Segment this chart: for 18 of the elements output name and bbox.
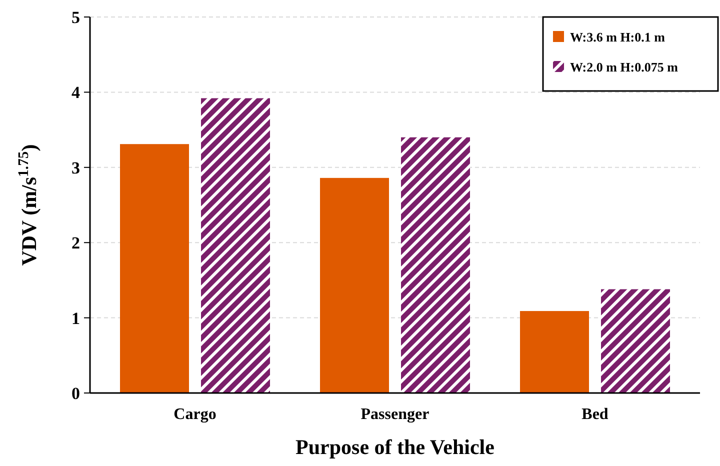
legend-label: W:2.0 m H:0.075 m: [570, 60, 678, 75]
bar: [601, 289, 670, 393]
y-tick-label: 5: [72, 8, 80, 27]
x-tick-label: Cargo: [174, 406, 216, 423]
y-tick-label: 0: [72, 384, 80, 403]
y-tick-label: 2: [72, 234, 80, 253]
bar: [520, 311, 589, 393]
y-tick-label: 1: [72, 308, 80, 328]
bar: [320, 178, 389, 393]
bar: [201, 98, 270, 393]
x-axis-title: Purpose of the Vehicle: [296, 435, 494, 459]
y-tick-label: 4: [72, 83, 80, 102]
bar: [120, 144, 189, 393]
x-tick-label: Passenger: [360, 406, 430, 423]
x-tick-label: Bed: [582, 406, 608, 423]
legend-label: W:3.6 m H:0.1 m: [570, 30, 666, 45]
bar: [401, 137, 470, 393]
y-tick-label: 3: [72, 158, 80, 178]
